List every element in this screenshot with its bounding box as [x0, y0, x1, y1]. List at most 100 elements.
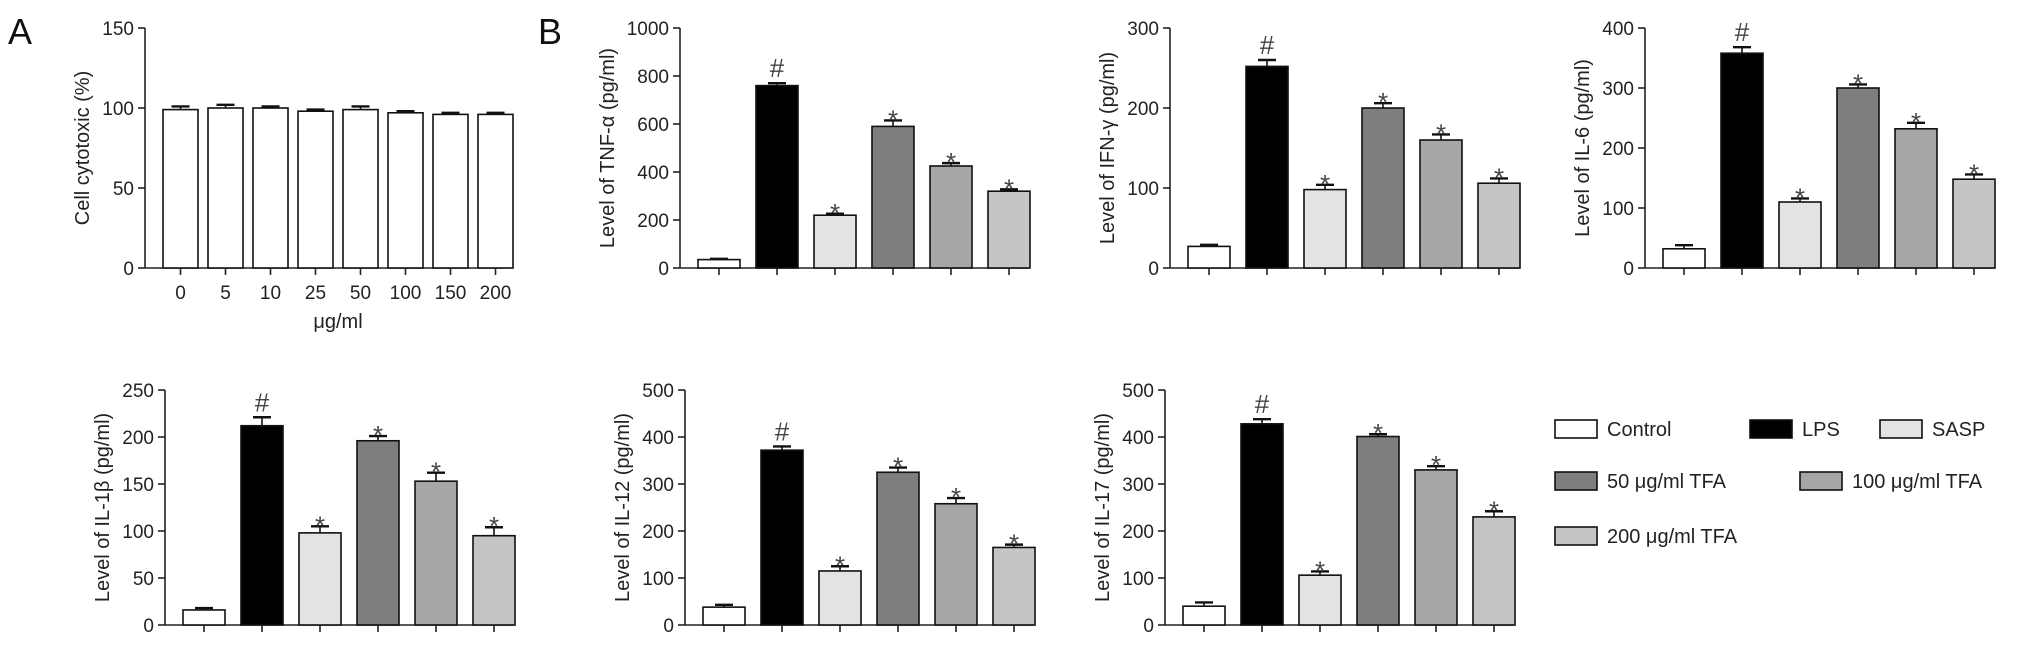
bar — [1778, 201, 1822, 269]
legend-label: 200 μg/ml TFA — [1607, 526, 1738, 548]
legend-swatch — [1554, 526, 1598, 546]
x-tick-label: 0 — [175, 283, 186, 304]
legend-item: 100 μg/ml TFA — [1799, 471, 1983, 493]
bar — [297, 110, 334, 269]
asterisk-mark: * — [888, 104, 898, 134]
x-tick-label: 200 — [480, 283, 512, 304]
asterisk-mark: * — [1489, 495, 1499, 525]
y-tick-label: 0 — [658, 259, 669, 280]
y-tick-label: 100 — [1602, 199, 1634, 220]
bar — [934, 502, 978, 626]
bar — [298, 532, 342, 626]
bar — [342, 108, 379, 269]
bar — [1836, 87, 1880, 269]
asterisk-mark: * — [1911, 107, 1921, 137]
asterisk-mark: * — [1378, 87, 1388, 117]
y-tick-label: 0 — [1148, 259, 1159, 280]
legend-item: SASP — [1879, 419, 1985, 441]
asterisk-mark: * — [373, 420, 383, 450]
y-tick-label: 250 — [122, 381, 154, 402]
chart-il6: 0 100 200 300 400 Level of IL-6 (pg/ml) # * * * * — [1572, 17, 1996, 280]
bar — [871, 125, 915, 269]
y-tick-label: 0 — [1623, 259, 1634, 280]
y-tick-label: 100 — [122, 522, 154, 543]
bar — [1419, 139, 1463, 269]
y-tick-label: 200 — [1122, 522, 1154, 543]
legend-label: LPS — [1802, 419, 1840, 441]
y-tick-label: 50 — [133, 569, 154, 590]
asterisk-mark: * — [1436, 118, 1446, 148]
y-tick-label: 400 — [642, 428, 674, 449]
bar — [182, 609, 226, 626]
hash-mark: # — [1260, 30, 1275, 60]
legend: Control LPS SASP 50 μg/ml TFA 100 μg/ml TFA 2… — [1554, 419, 1985, 548]
x-tick-label: 100 — [390, 283, 422, 304]
legend-swatch — [1879, 419, 1923, 439]
asterisk-mark: * — [1853, 68, 1863, 98]
asterisk-mark: * — [1795, 182, 1805, 212]
legend-label: 100 μg/ml TFA — [1852, 471, 1983, 493]
asterisk-mark: * — [1494, 162, 1504, 192]
x-tick-label: 50 — [350, 283, 371, 304]
legend-swatch — [1799, 471, 1843, 491]
bar — [1894, 128, 1938, 269]
bar — [162, 108, 199, 269]
hash-mark: # — [1735, 17, 1750, 47]
chart-ifn: 0 100 200 300 Level of IFN-γ (pg/ml) # * * * * — [1097, 19, 1521, 280]
y-axis-label: Level of IL-17 (pg/ml) — [1092, 413, 1114, 602]
bar — [1356, 435, 1400, 626]
charts: 0 50 100 150 Cell cytotoxic (%) 0 5 10 25 50 100 15… — [72, 17, 1996, 637]
bar — [252, 107, 289, 269]
y-tick-label: 0 — [663, 616, 674, 637]
y-tick-label: 150 — [102, 19, 134, 40]
y-tick-label: 300 — [1122, 475, 1154, 496]
y-tick-label: 100 — [1127, 179, 1159, 200]
legend-swatch — [1749, 419, 1793, 439]
bar — [702, 606, 746, 626]
asterisk-mark: * — [489, 511, 499, 541]
x-axis-label: μg/ml — [313, 311, 362, 333]
legend-item: 50 μg/ml TFA — [1554, 471, 1727, 493]
chart-tnf: 0 200 400 600 800 1000 Level of TNF-α (pg/ml) #… — [597, 19, 1031, 280]
chart-il17: 0 100 200 300 400 500 Level of IL-17 (pg/ml) # *… — [1092, 381, 1516, 637]
asterisk-mark: * — [830, 198, 840, 228]
asterisk-mark: * — [951, 482, 961, 512]
asterisk-mark: * — [315, 510, 325, 540]
bar — [1187, 245, 1231, 269]
y-tick-label: 0 — [1143, 616, 1154, 637]
bar — [1472, 516, 1516, 626]
legend-label: Control — [1607, 419, 1671, 441]
x-tick-label: 5 — [220, 283, 231, 304]
bar — [414, 480, 458, 626]
y-tick-label: 800 — [637, 67, 669, 88]
y-tick-label: 400 — [1122, 428, 1154, 449]
asterisk-mark: * — [1315, 555, 1325, 585]
legend-swatch — [1554, 471, 1598, 491]
bar — [760, 449, 804, 626]
chart-cytotox: 0 50 100 150 Cell cytotoxic (%) 0 5 10 25 50 100 15… — [72, 19, 514, 333]
asterisk-mark: * — [946, 147, 956, 177]
y-tick-label: 100 — [1122, 569, 1154, 590]
y-tick-label: 50 — [113, 179, 134, 200]
panel-label-a: A — [8, 11, 32, 52]
y-tick-label: 0 — [143, 616, 154, 637]
bar — [697, 258, 741, 269]
asterisk-mark: * — [431, 457, 441, 487]
y-tick-label: 150 — [122, 475, 154, 496]
asterisk-mark: * — [1431, 450, 1441, 480]
y-tick-label: 200 — [1602, 139, 1634, 160]
y-tick-label: 300 — [1602, 79, 1634, 100]
bar — [1303, 188, 1347, 269]
y-tick-label: 100 — [102, 99, 134, 120]
y-axis-label: Level of IL-12 (pg/ml) — [612, 413, 634, 602]
legend-item: 200 μg/ml TFA — [1554, 526, 1738, 548]
x-tick-label: 10 — [260, 283, 281, 304]
bar — [1240, 423, 1284, 626]
y-tick-label: 300 — [642, 475, 674, 496]
y-axis-label: Level of TNF-α (pg/ml) — [597, 48, 619, 248]
bar — [1477, 182, 1521, 269]
y-tick-label: 400 — [1602, 19, 1634, 40]
bar — [240, 424, 284, 626]
asterisk-mark: * — [1320, 169, 1330, 199]
